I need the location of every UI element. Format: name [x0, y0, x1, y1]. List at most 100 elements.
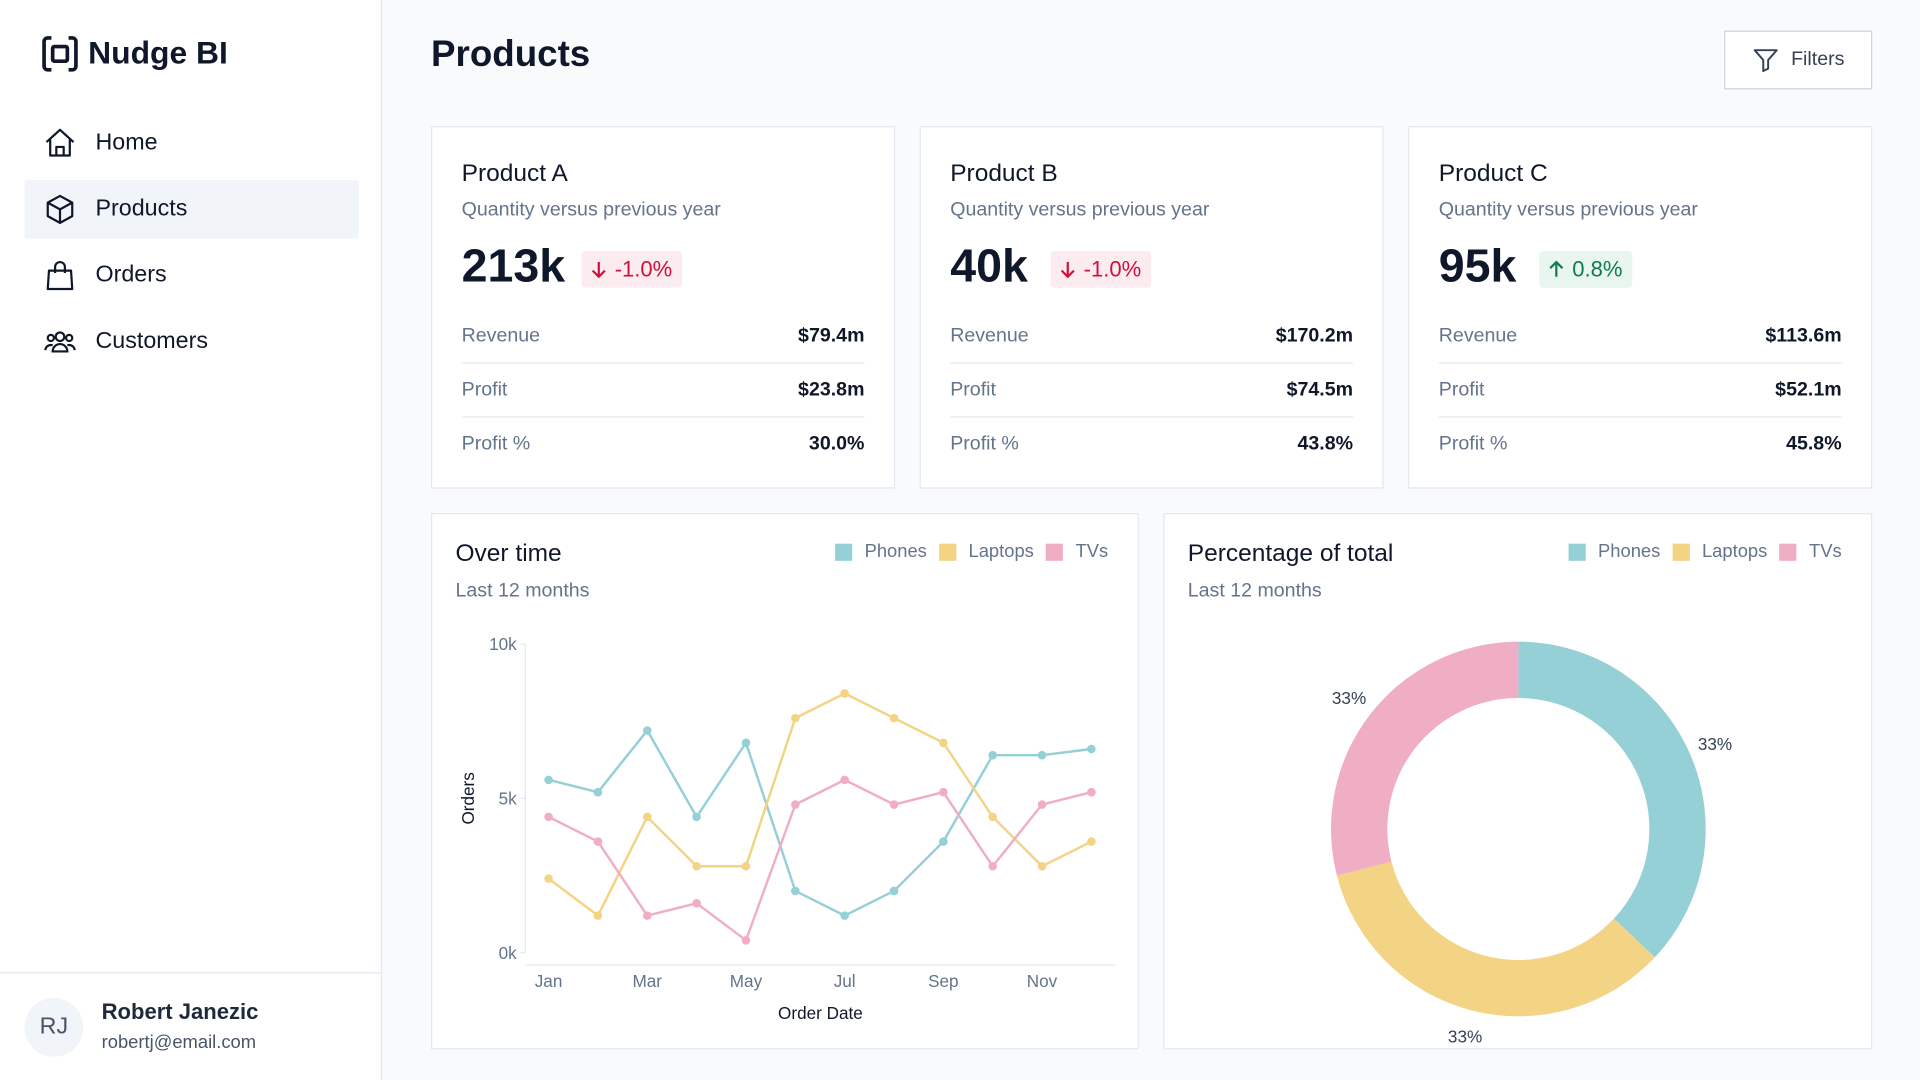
metric-value: $170.2m	[1275, 325, 1354, 346]
point-tvs	[692, 898, 701, 908]
product-subtitle: Quantity versus previous year	[1438, 199, 1698, 221]
legend-swatch	[1046, 543, 1064, 561]
legend-laptops: Laptops	[939, 541, 1034, 562]
point-phones	[544, 775, 553, 785]
metric-value: $113.6m	[1765, 325, 1842, 346]
arrow-down-icon	[591, 262, 606, 278]
slice-label: 33%	[1698, 734, 1732, 754]
legend-swatch	[1672, 543, 1690, 561]
chart-legend: Phones Laptops TVs	[1568, 541, 1842, 563]
arrow-down-icon	[1060, 262, 1075, 278]
home-icon	[45, 128, 75, 157]
x-tick-label: Nov	[1027, 971, 1058, 991]
filters-button[interactable]: Filters	[1724, 30, 1873, 90]
change-badge: 0.8%	[1539, 251, 1633, 288]
metric-row: Revenue $79.4m	[461, 310, 865, 364]
over-time-card: Over time Last 12 months Phones Laptops …	[431, 513, 1139, 1050]
slice-laptops	[1336, 861, 1655, 1017]
arrow-up-icon	[1549, 260, 1564, 277]
point-tvs	[1037, 800, 1047, 809]
y-tick-label: 5k	[499, 788, 518, 808]
logo[interactable]: Nudge BI	[42, 34, 228, 72]
sidebar-item-home[interactable]: Home	[24, 114, 358, 173]
line-tvs	[548, 778, 1092, 943]
legend-label: TVs	[1808, 541, 1842, 563]
point-laptops	[544, 874, 553, 883]
filters-label: Filters	[1791, 48, 1845, 70]
line-chart: 0k 5k 10k Jan Mar May Jul Sep Nov Order Date Order…	[458, 634, 1116, 1023]
point-tvs	[939, 787, 948, 797]
metric-row: Revenue $170.2m	[950, 310, 1354, 364]
line-laptops	[547, 692, 1092, 918]
point-tvs	[889, 800, 899, 809]
metric-label: Profit %	[461, 433, 531, 455]
point-tvs	[741, 936, 751, 945]
metric-label: Profit	[461, 378, 508, 400]
quantity-value: 40k	[950, 241, 1028, 293]
metric-label: Profit %	[950, 433, 1019, 455]
metric-row: Profit % 43.8%	[950, 418, 1353, 472]
point-tvs	[642, 911, 652, 920]
metric-value: $23.8m	[798, 378, 865, 400]
metric-value: $79.4m	[798, 325, 865, 346]
x-tick-label: Jan	[535, 971, 563, 991]
slice-tvs	[1331, 641, 1519, 876]
metric-label: Profit %	[1438, 433, 1508, 455]
product-title: Product B	[950, 160, 1058, 188]
cube-icon	[46, 194, 74, 224]
chart-legend: Phones Laptops TVs	[835, 541, 1108, 562]
y-axis-label: Orders	[458, 772, 478, 824]
app-name: Nudge BI	[88, 34, 228, 72]
legend-label: Phones	[1598, 541, 1661, 563]
metric-label: Profit	[1438, 378, 1485, 400]
change-value: 0.8%	[1572, 256, 1623, 282]
product-card: Product B Quantity versus previous year …	[919, 126, 1384, 489]
metric-value: 30.0%	[808, 433, 865, 455]
user-email: robertj@email.com	[101, 1032, 257, 1054]
change-badge: -1.0%	[1050, 251, 1152, 288]
legend-phones: Phones	[835, 541, 927, 562]
point-phones	[1037, 750, 1047, 760]
point-phones	[840, 911, 849, 920]
product-card: Product C Quantity versus previous year …	[1408, 126, 1873, 489]
sidebar-item-orders[interactable]: Orders	[24, 246, 358, 305]
legend-swatch	[939, 543, 957, 561]
point-laptops	[1087, 837, 1096, 846]
metric-row: Revenue $113.6m	[1438, 310, 1842, 364]
legend-laptops: Laptops	[1672, 541, 1767, 562]
point-phones	[593, 787, 603, 797]
legend-label: Phones	[864, 541, 927, 563]
point-tvs	[791, 800, 800, 809]
filter-icon	[1753, 49, 1778, 73]
y-tick-label: 0k	[499, 943, 518, 963]
chart-subtitle: Last 12 months	[455, 580, 590, 602]
point-phones	[939, 837, 948, 846]
sidebar-item-label: Orders	[95, 262, 167, 288]
legend-phones: Phones	[1568, 541, 1661, 563]
point-phones	[741, 738, 751, 748]
metric-value: 43.8%	[1297, 433, 1354, 455]
point-laptops	[593, 911, 603, 920]
metric-value: $74.5m	[1286, 378, 1354, 400]
slice-label: 33%	[1332, 688, 1366, 708]
users-icon	[44, 331, 76, 353]
product-title: Product A	[461, 160, 568, 188]
point-laptops	[988, 812, 997, 822]
point-laptops	[1037, 861, 1047, 871]
point-laptops	[692, 861, 701, 871]
point-tvs	[988, 861, 997, 871]
chart-title: Over time	[455, 540, 562, 567]
point-phones	[791, 886, 800, 896]
metric-label: Profit	[950, 378, 996, 400]
sidebar-item-label: Customers	[95, 328, 208, 354]
x-tick-label: Sep	[928, 971, 958, 991]
metric-label: Revenue	[461, 325, 541, 346]
user-profile[interactable]: RJ Robert Janezic robertj@email.com	[0, 972, 381, 1080]
point-phones	[642, 726, 652, 735]
sidebar-item-customers[interactable]: Customers	[24, 312, 358, 371]
sidebar-item-products[interactable]: Products	[24, 180, 359, 239]
page-title: Products	[431, 34, 591, 75]
legend-swatch	[1568, 543, 1586, 561]
change-badge: -1.0%	[581, 251, 683, 288]
sidebar-nav: Home Products Orders Customers	[24, 114, 359, 378]
